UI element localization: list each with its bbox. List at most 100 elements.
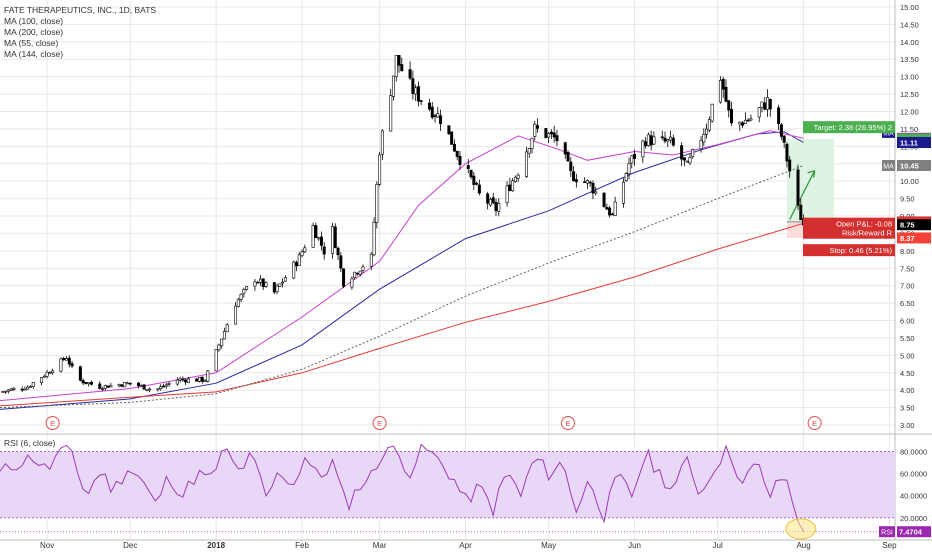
candle-body (297, 254, 301, 266)
earnings-event-icon[interactable] (45, 416, 60, 430)
candle-body (350, 278, 354, 288)
price-tick-label: 9.50 (900, 195, 915, 204)
candle-body (103, 384, 107, 389)
candle-body (566, 152, 570, 162)
candle-body (9, 388, 13, 391)
candle-body (1, 391, 5, 393)
symbol-title[interactable]: FATE THERAPEUTICS, INC., 1D, BATS (4, 5, 156, 15)
candle-body (663, 137, 667, 142)
price-tick-label: 12.50 (900, 90, 919, 99)
candle-body (408, 69, 412, 79)
price-tick-label: 8.00 (900, 247, 915, 256)
candle-body (6, 389, 10, 392)
ma-name-tag-text: MA (883, 130, 894, 137)
price-tick-label: 3.00 (900, 421, 915, 430)
risk-reward-label-box[interactable] (803, 226, 895, 239)
indicator-ma100-label[interactable]: MA (100, close) (4, 16, 63, 26)
price-tick-label: 7.00 (900, 282, 915, 291)
candle-body (375, 184, 379, 223)
ma-line-1 (0, 222, 804, 407)
time-tick-label: Jul (713, 541, 723, 550)
candle-body (31, 382, 35, 387)
candle-body (705, 128, 709, 135)
candle-body (491, 197, 495, 204)
earnings-event-icon[interactable] (372, 416, 387, 430)
ma-name-tag (882, 159, 895, 171)
last-price-tag (897, 219, 931, 231)
candle-body (342, 268, 346, 287)
candle-body (452, 143, 456, 152)
candle-body (258, 278, 262, 283)
candle-body (281, 281, 285, 284)
indicator-ma55-label[interactable]: MA (55, close) (4, 38, 58, 48)
time-tick-label: Jun (628, 541, 641, 550)
candle-body (746, 119, 750, 122)
candle-body (12, 388, 16, 390)
candle-body (89, 381, 93, 385)
ma-line-3 (0, 165, 804, 409)
candle-body (646, 134, 650, 146)
candle-body (669, 136, 673, 141)
candle-body (28, 386, 32, 388)
candle-body (688, 157, 692, 164)
candle-body (633, 153, 637, 159)
target-label-box[interactable] (803, 121, 895, 134)
open-pl-label-box[interactable] (803, 217, 895, 230)
price-tick-label: 14.00 (900, 38, 919, 47)
candle-body (20, 388, 24, 391)
candle-body (167, 383, 171, 385)
rsi-title[interactable]: RSI (6, close) (4, 438, 56, 448)
ma-line-2 (0, 130, 804, 402)
earnings-event-icon[interactable] (807, 416, 822, 430)
candle-body (439, 115, 443, 125)
candle-body (486, 193, 490, 204)
candle-body (67, 357, 71, 365)
candle-body (317, 237, 321, 240)
position-labels[interactable]: Target: 2.38 (26.95%) 2 Open P&L: -0.08Ri… (803, 121, 895, 257)
time-tick-label: Apr (459, 541, 472, 550)
earnings-event-icon[interactable] (561, 416, 576, 430)
candle-body (788, 159, 792, 172)
candle-body (660, 136, 664, 139)
candle-body (242, 289, 246, 294)
candle-body (234, 305, 238, 325)
candle-body (544, 128, 548, 138)
risk-reward-label: Risk/Reward R (842, 229, 893, 238)
price-tick-label: 7.50 (900, 264, 915, 273)
candle-body (84, 381, 88, 384)
target-zone (786, 139, 835, 222)
rsi-tick-label: 60.0000 (900, 470, 927, 479)
time-tick-label: Feb (295, 541, 309, 550)
candle-body (488, 198, 492, 206)
candle-body (588, 181, 592, 184)
candle-body (730, 108, 734, 124)
candle-body (508, 184, 512, 191)
candle-body (372, 221, 376, 256)
price-tick-label: 6.50 (900, 299, 915, 308)
indicator-ma144-label[interactable]: MA (144, close) (4, 49, 63, 59)
ma-name-tag-text: MA (883, 163, 894, 170)
candle-body (161, 385, 165, 388)
candle-body (430, 106, 434, 118)
candle-body (779, 124, 783, 137)
candle-body (652, 136, 656, 145)
indicator-ma200-label[interactable]: MA (200, close) (4, 27, 63, 37)
candle-body (585, 180, 589, 184)
price-tick-label: 10.00 (900, 177, 919, 186)
candle-body (272, 282, 276, 293)
stop-label-box[interactable] (803, 244, 895, 257)
candle-body (148, 388, 152, 391)
candle-body (702, 134, 706, 143)
candle-body (549, 131, 553, 135)
rsi-tick-label: 80.0000 (900, 447, 927, 456)
candle-body (699, 139, 703, 150)
candle-body (433, 115, 437, 117)
candle-body (763, 102, 767, 110)
ma100-price-tag-text: 11.11 (900, 138, 918, 147)
price-tick-label: 3.50 (900, 404, 915, 413)
trend-arrow-line (789, 170, 816, 220)
earnings-event-label: E (377, 419, 382, 428)
candle-body (137, 382, 141, 387)
